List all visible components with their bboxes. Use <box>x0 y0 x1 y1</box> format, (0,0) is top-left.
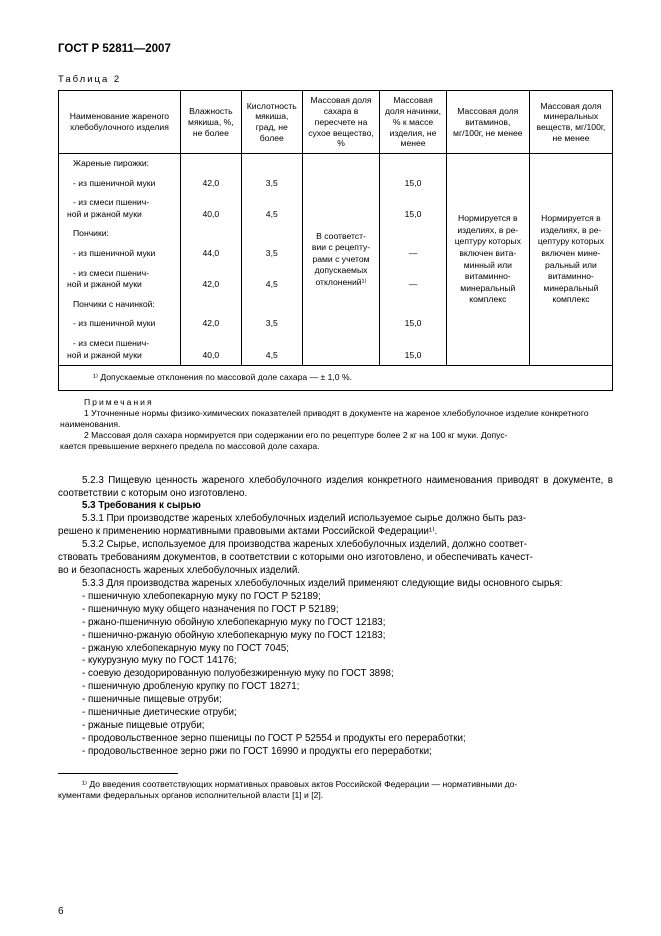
page-number: 6 <box>58 905 64 919</box>
list-item: - соевую дезодорированную полуобезжиренн… <box>58 668 613 681</box>
cell: 4,5 <box>241 334 302 366</box>
list-item: - продовольственное зерно ржи по ГОСТ 16… <box>58 746 613 759</box>
body-text: 5.2.3 Пищевую ценность жареного хлебобул… <box>58 475 613 759</box>
cell: - из пшеничной муки <box>59 174 181 194</box>
cell: - из смеси пшенич- ной и ржаной муки <box>59 193 181 224</box>
p-5-3-2: 5.3.2 Сырье, используемое для производст… <box>58 539 613 578</box>
note-2: 2 Массовая доля сахара нормируется при с… <box>60 430 611 452</box>
list-item: - пшеничные диетические отруби; <box>58 707 613 720</box>
p-5-3-3: 5.3.3 Для производства жареных хлебобуло… <box>58 578 613 591</box>
notes-block: Примечания 1 Уточненные нормы физико-хим… <box>60 397 611 453</box>
list-item: - ржано-пшеничную обойную хлебопекарную … <box>58 617 613 630</box>
cell: 3,5 <box>241 314 302 334</box>
cell: - из смеси пшенич- ной и ржаной муки <box>59 334 181 366</box>
list-item: - пшеничную муку общего назначения по ГО… <box>58 604 613 617</box>
th-moist: Влажность мякиша, %, не более <box>180 91 241 154</box>
th-min: Массовая доля минеральных веществ, мг/10… <box>529 91 612 154</box>
cell: 42,0 <box>180 314 241 334</box>
cell: 3,5 <box>241 244 302 264</box>
cell: 4,5 <box>241 264 302 295</box>
table-header-row: Наименование жареного хлебобулочного изд… <box>59 91 613 154</box>
p-5-2-3: 5.2.3 Пищевую ценность жареного хлебобул… <box>58 475 613 501</box>
table-footnote: ¹⁾ Допускаемые отклонения по массовой до… <box>59 366 613 391</box>
th-vit: Массовая доля витаминов, мг/100г, не мен… <box>446 91 529 154</box>
cell: 15,0 <box>380 334 446 366</box>
th-acid: Кислотность мякиша, град, не более <box>241 91 302 154</box>
cell: 3,5 <box>241 174 302 194</box>
list-item: - ржаные пищевые отруби; <box>58 720 613 733</box>
note-1: 1 Уточненные нормы физико-химических пок… <box>60 408 611 430</box>
cell: 40,0 <box>180 193 241 224</box>
notes-lead: Примечания <box>84 397 154 407</box>
th-sugar: Массовая доля сахара в пересчете на сухо… <box>302 91 380 154</box>
cell: — <box>380 244 446 264</box>
table-footnote-row: ¹⁾ Допускаемые отклонения по массовой до… <box>59 366 613 391</box>
sugar-merged: В соответст- вии с рецепту- рами с учето… <box>302 154 380 366</box>
cell: - из пшеничной муки <box>59 314 181 334</box>
group-label: Пончики: <box>59 224 181 244</box>
cell: - из пшеничной муки <box>59 244 181 264</box>
cell: — <box>380 264 446 295</box>
cell: 15,0 <box>380 193 446 224</box>
cell: - из смеси пшенич- ной и ржаной муки <box>59 264 181 295</box>
list-item: - пшеничную хлебопекарную муку по ГОСТ Р… <box>58 591 613 604</box>
cell: 40,0 <box>180 334 241 366</box>
group-label: Пончики с начинкой: <box>59 295 181 315</box>
p-5-3-title: 5.3 Требования к сырью <box>58 500 613 513</box>
footnote-separator <box>58 773 178 774</box>
list-item: - пшеничные пищевые отруби; <box>58 694 613 707</box>
page-footnote: ¹⁾ До введения соответствующих нормативн… <box>58 779 613 801</box>
table-caption: Таблица 2 <box>58 74 613 87</box>
min-merged: Нормируется в изделиях, в ре- цептуру ко… <box>529 154 612 366</box>
cell: 15,0 <box>380 174 446 194</box>
doc-code: ГОСТ Р 52811—2007 <box>58 42 613 58</box>
cell: 15,0 <box>380 314 446 334</box>
group-label: Жареные пирожки: <box>59 154 181 174</box>
list-item: - кукурузную муку по ГОСТ 14176; <box>58 655 613 668</box>
main-table: Наименование жареного хлебобулочного изд… <box>58 90 613 390</box>
list-item: - пшеничную дробленую крупку по ГОСТ 182… <box>58 681 613 694</box>
th-name: Наименование жареного хлебобулочного изд… <box>59 91 181 154</box>
cell: 4,5 <box>241 193 302 224</box>
cell: 42,0 <box>180 264 241 295</box>
vit-merged: Нормируется в изделиях, в ре- цептуру ко… <box>446 154 529 366</box>
p-5-3-1: 5.3.1 При производстве жареных хлебобуло… <box>58 513 613 539</box>
list-item: - пшенично-ржаную обойную хлебопекарную … <box>58 630 613 643</box>
table-row: Жареные пирожки: В соответст- вии с реце… <box>59 154 613 174</box>
list-item: - ржаную хлебопекарную муку по ГОСТ 7045… <box>58 643 613 656</box>
cell: 42,0 <box>180 174 241 194</box>
cell: 44,0 <box>180 244 241 264</box>
list-item: - продовольственное зерно пшеницы по ГОС… <box>58 733 613 746</box>
page: ГОСТ Р 52811—2007 Таблица 2 Наименование… <box>0 0 661 936</box>
th-fill: Массовая доля начинки, % к массе изделия… <box>380 91 446 154</box>
